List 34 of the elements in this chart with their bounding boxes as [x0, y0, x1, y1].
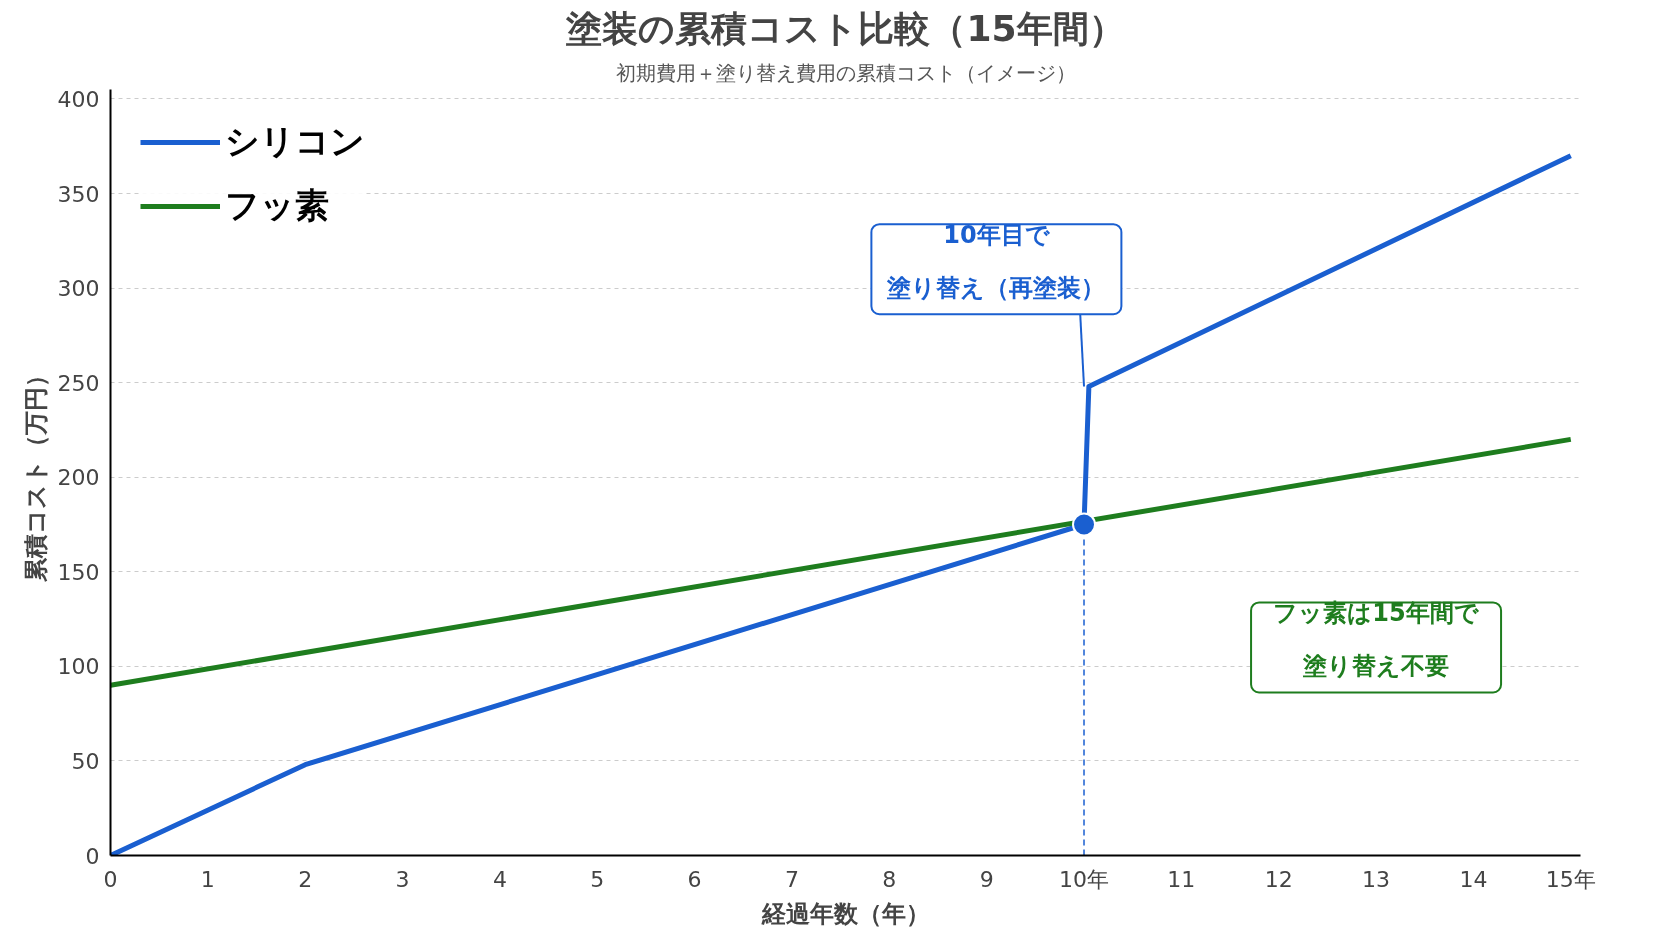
x-tick-label: 9 [979, 866, 994, 892]
x-tick-label: 3 [395, 866, 410, 892]
y-tick-label: 250 [57, 370, 100, 396]
chart-title: 塗装の累積コスト比較（15年間） [565, 7, 1125, 49]
y-tick-label: 150 [57, 559, 100, 585]
legend-label: フッ素 [225, 184, 329, 227]
x-tick-label: 11 [1167, 866, 1196, 892]
y-axis-title: 累積コスト（万円） [21, 363, 50, 583]
x-tick-label: 15年 [1545, 866, 1596, 892]
legend-label: シリコン [225, 120, 365, 163]
x-tick-label: 2 [298, 866, 313, 892]
x-tick-label: 1 [200, 866, 215, 892]
annotation: 塗り替え不要 [1302, 652, 1450, 681]
x-tick-label: 13 [1362, 866, 1391, 892]
y-tick-label: 0 [85, 843, 100, 869]
x-tick-label: 5 [590, 866, 605, 892]
y-tick-label: 300 [57, 276, 100, 302]
x-tick-label: 12 [1264, 866, 1293, 892]
x-tick-label: 7 [784, 866, 799, 892]
y-tick-label: 100 [57, 654, 100, 680]
x-tick-label: 10年 [1059, 866, 1110, 892]
annotation: 10年目で [943, 221, 1051, 250]
y-tick-label: 400 [57, 86, 100, 112]
annotation: 塗り替え（再塗装） [886, 274, 1106, 303]
x-tick-label: 0 [103, 866, 118, 892]
y-tick-label: 200 [57, 465, 100, 491]
y-tick-label: 350 [57, 181, 100, 207]
x-tick-label: 8 [882, 866, 897, 892]
x-tick-label: 6 [687, 866, 702, 892]
x-tick-label: 14 [1459, 866, 1488, 892]
chart-subtitle: 初期費用＋塗り替え費用の累積コスト（イメージ） [615, 60, 1076, 85]
x-axis-title: 経過年数（年） [760, 899, 930, 928]
y-tick-label: 50 [71, 748, 100, 774]
x-tick-label: 4 [492, 866, 507, 892]
